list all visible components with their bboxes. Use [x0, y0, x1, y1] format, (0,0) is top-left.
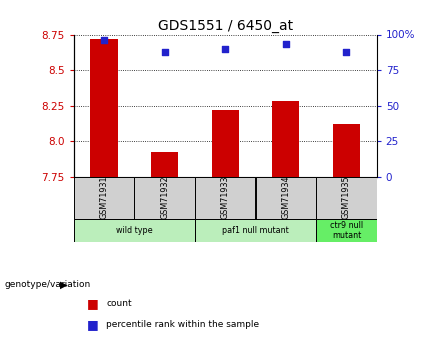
Bar — [134, 177, 195, 219]
Text: ■: ■ — [87, 318, 98, 331]
Point — [100, 37, 107, 43]
Point — [282, 42, 289, 47]
Text: percentile rank within the sample: percentile rank within the sample — [106, 320, 259, 329]
Text: GSM71934: GSM71934 — [281, 176, 290, 219]
Text: ■: ■ — [87, 297, 98, 310]
Bar — [316, 177, 377, 219]
Title: GDS1551 / 6450_at: GDS1551 / 6450_at — [158, 19, 293, 33]
Bar — [195, 219, 316, 242]
Text: GSM71932: GSM71932 — [160, 176, 169, 219]
Bar — [90, 39, 118, 177]
Bar — [316, 219, 377, 242]
Text: count: count — [106, 299, 132, 308]
Text: wild type: wild type — [116, 226, 152, 235]
Bar — [255, 177, 316, 219]
Point — [343, 49, 350, 54]
Point — [222, 46, 229, 51]
Bar — [74, 219, 195, 242]
Bar — [333, 124, 360, 177]
Text: GSM71931: GSM71931 — [100, 176, 108, 219]
Bar — [195, 177, 255, 219]
Text: GSM71935: GSM71935 — [342, 176, 351, 219]
Bar — [151, 152, 178, 177]
Text: ctr9 null
mutant: ctr9 null mutant — [330, 221, 363, 240]
Bar — [74, 177, 134, 219]
Bar — [211, 110, 239, 177]
Text: GSM71933: GSM71933 — [221, 176, 229, 219]
Text: genotype/variation: genotype/variation — [4, 280, 90, 289]
Text: ▶: ▶ — [60, 280, 67, 289]
Text: paf1 null mutant: paf1 null mutant — [222, 226, 289, 235]
Point — [161, 49, 168, 54]
Bar — [272, 101, 299, 177]
